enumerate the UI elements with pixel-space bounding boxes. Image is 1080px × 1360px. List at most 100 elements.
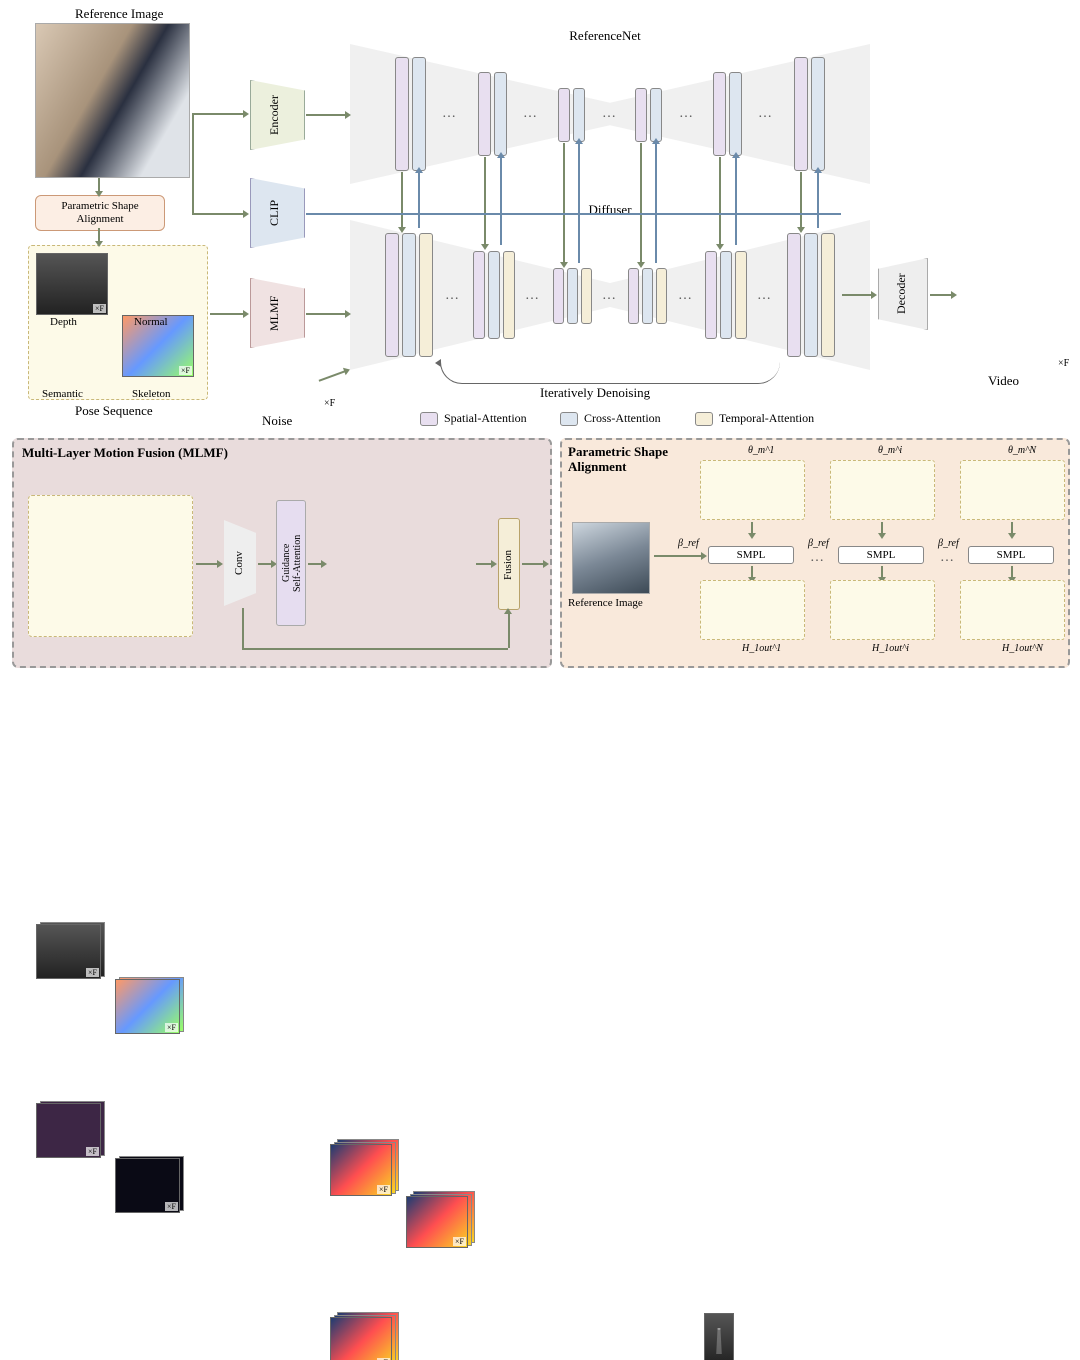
psa-top-group-3 <box>960 460 1065 520</box>
psa-arrow-b3 <box>1011 566 1013 578</box>
psa-hout-1: H_1out^1 <box>742 643 781 654</box>
diff-temporal-5 <box>735 251 747 339</box>
psa-ref-label: Reference Image <box>568 597 643 609</box>
arrow-mlmf-diff <box>306 313 346 315</box>
arrow-enc-refnet <box>306 114 346 116</box>
psa-hout-2: H_1out^i <box>872 643 909 654</box>
diff-temporal-4 <box>656 268 667 324</box>
refnet-cross-2 <box>494 72 507 156</box>
refnet-cross-4 <box>650 88 662 142</box>
skip-v2 <box>508 612 510 648</box>
psa-ref-image <box>572 522 650 594</box>
arrow-gsa-feat <box>308 563 322 565</box>
psa-top-group-1 <box>700 460 805 520</box>
refnet-spatial-1 <box>395 57 409 171</box>
arrow-cr-1 <box>418 172 420 228</box>
mlmf-conv-label: Conv <box>233 546 245 580</box>
dots-d1: … <box>445 288 460 304</box>
psa-top-group-2 <box>830 460 935 520</box>
psa-title: Parametric Shape Alignment <box>568 445 668 475</box>
pose-depth-label: Depth <box>50 316 77 328</box>
legend-cross-label: Cross-Attention <box>584 411 661 426</box>
psa-arrow-t3 <box>1011 522 1013 534</box>
psa-theta-2: θ_m^i <box>878 445 902 456</box>
arrow-decoder-video <box>930 294 952 296</box>
psa-beta-1: β_ref <box>678 538 699 549</box>
psa-arrow-ref-1 <box>654 555 702 557</box>
psa-arrow-t1 <box>751 522 753 534</box>
diff-cross-6 <box>804 233 818 357</box>
clip-line <box>306 213 841 215</box>
refnet-spatial-5 <box>713 72 726 156</box>
diff-spatial-1 <box>385 233 399 357</box>
diff-temporal-3 <box>581 268 592 324</box>
pose-normal-label: Normal <box>134 316 168 328</box>
decoder-label: Decoder <box>894 270 909 318</box>
diff-spatial-3 <box>553 268 564 324</box>
arrow-branch-v <box>192 113 194 213</box>
psa-smpl-3: SMPL <box>968 546 1054 564</box>
diff-cross-3 <box>567 268 578 324</box>
refnet-spatial-3 <box>558 88 570 142</box>
diff-cross-5 <box>720 251 732 339</box>
diff-spatial-6 <box>787 233 801 357</box>
arrow-ref-psa <box>98 178 100 192</box>
dots-3: … <box>602 106 617 122</box>
skip-arrowhead <box>504 608 512 614</box>
arrow-noise <box>319 370 346 381</box>
psa-theta-1: θ_m^1 <box>748 445 774 456</box>
psa-arrow-t2 <box>881 522 883 534</box>
arrow-sp-3 <box>563 143 565 263</box>
arrow-sp-2 <box>484 157 486 245</box>
dots-d3: … <box>602 288 617 304</box>
mlmf-gsa-label: Guidance Self-Attention <box>281 506 303 620</box>
mlmf-skeleton: ×F <box>115 1158 180 1213</box>
psa-t1-d <box>704 1313 734 1360</box>
arrow-cr-4 <box>655 143 657 263</box>
psa-dots-1: … <box>810 550 825 566</box>
skip-h <box>242 648 508 650</box>
iter-label: Iteratively Denoising <box>540 385 650 401</box>
psa-bot-group-2 <box>830 580 935 640</box>
dots-d2: … <box>525 288 540 304</box>
mlmf-normal: ×F <box>115 979 180 1034</box>
refnet-spatial-2 <box>478 72 491 156</box>
arrow-cr-3 <box>578 143 580 263</box>
pose-skeleton-label: Skeleton <box>132 388 171 400</box>
reference-image-label: Reference Image <box>75 6 163 22</box>
mlmf-feat-3: ×F <box>330 1317 392 1360</box>
refnet-spatial-4 <box>635 88 647 142</box>
legend-temporal-label: Temporal-Attention <box>719 411 814 426</box>
psa-theta-3: θ_m^N <box>1008 445 1036 456</box>
reference-image <box>35 23 190 178</box>
arrow-cr-2 <box>500 157 502 245</box>
arrow-feat-fusion <box>476 563 492 565</box>
refnet-cross-3 <box>573 88 585 142</box>
iter-arrow <box>440 362 780 384</box>
mlmf-depth: ×F <box>36 924 101 979</box>
diff-temporal-2 <box>503 251 515 339</box>
pose-depth: ×F <box>36 253 108 315</box>
diff-spatial-5 <box>705 251 717 339</box>
arrow-pose-mlmf <box>210 313 244 315</box>
mlmf-pose-group <box>28 495 193 637</box>
arrow-sp-1 <box>401 172 403 228</box>
diff-temporal-1 <box>419 233 433 357</box>
video-xf: ×F <box>1058 358 1069 369</box>
diff-spatial-2 <box>473 251 485 339</box>
arrow-cr-5 <box>735 157 737 245</box>
dots-5: … <box>758 106 773 122</box>
legend-spatial-swatch <box>420 412 438 426</box>
mlmf-fusion-label: Fusion <box>502 546 514 584</box>
refnet-cross-6 <box>811 57 825 171</box>
skip-v1 <box>242 608 244 648</box>
dots-1: … <box>442 106 457 122</box>
video-label: Video <box>988 373 1019 389</box>
pose-sequence-label: Pose Sequence <box>75 403 153 419</box>
psa-bot-group-3 <box>960 580 1065 640</box>
arrow-sp-5 <box>719 157 721 245</box>
refnet-cross-5 <box>729 72 742 156</box>
legend-cross-swatch <box>560 412 578 426</box>
legend-spatial-label: Spatial-Attention <box>444 411 527 426</box>
psa-arrow-b1 <box>751 566 753 578</box>
